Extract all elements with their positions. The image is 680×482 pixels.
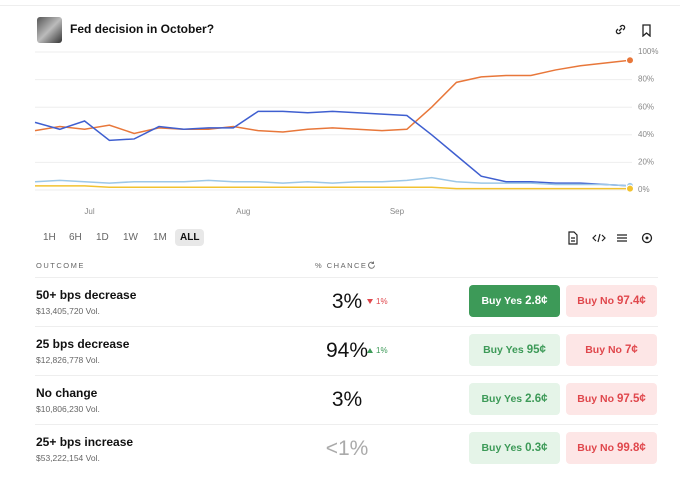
- y-tick-label: 80%: [638, 75, 654, 84]
- series-line: [34, 176, 631, 187]
- tool-icons[interactable]: [566, 231, 656, 245]
- button-price: 0.3¢: [525, 442, 548, 454]
- column-header: OUTCOME: [36, 261, 85, 270]
- row-divider: [35, 424, 658, 425]
- chance: 94%: [325, 339, 369, 362]
- row-divider: [35, 277, 658, 278]
- chart: 0% 20% 40% 60% 80% 100% Jul Aug Sep: [34, 47, 658, 216]
- button-label: Buy No: [585, 344, 622, 356]
- button-label: Buy Yes: [481, 393, 523, 405]
- button-price: 95¢: [526, 344, 546, 356]
- refresh-icon[interactable]: [367, 261, 376, 270]
- x-tick-label: Aug: [236, 207, 250, 216]
- series-line: [35, 185, 630, 190]
- button-price: 2.8¢: [525, 295, 548, 307]
- top-border: [0, 5, 680, 6]
- button-label: Buy No: [577, 295, 614, 307]
- outcome-name: 25+ bps increase: [36, 435, 134, 449]
- button-price: 99.8¢: [616, 442, 646, 454]
- series-line: [34, 59, 631, 135]
- buy-no-button[interactable]: Buy No 7¢: [566, 334, 657, 366]
- buy-yes-button[interactable]: Buy Yes 2.6¢: [469, 383, 560, 415]
- y-tick-label: 20%: [638, 158, 654, 167]
- row-divider: [35, 326, 658, 327]
- change-value: 1%: [376, 297, 388, 306]
- chance: 3%: [331, 388, 363, 411]
- chance: 3%: [331, 290, 363, 313]
- series-line: [34, 110, 631, 187]
- change-value: 1%: [376, 346, 388, 355]
- column-header: % CHANCE: [315, 261, 368, 270]
- volume: $10,806,230 Vol.: [36, 404, 100, 414]
- change: 1%: [367, 346, 388, 355]
- y-tick-label: 100%: [638, 47, 658, 56]
- range-tab[interactable]: 1H: [43, 232, 56, 243]
- change: 1%: [367, 297, 388, 306]
- outcome-name: 25 bps decrease: [36, 337, 130, 351]
- range-tab[interactable]: ALL: [175, 229, 205, 246]
- y-tick-label: 40%: [638, 130, 654, 139]
- x-tick-label: Jul: [84, 207, 94, 216]
- button-price: 97.4¢: [616, 295, 646, 307]
- button-label: Buy No: [577, 442, 614, 454]
- buy-no-button[interactable]: Buy No 97.4¢: [566, 285, 657, 317]
- change-arrow: [367, 348, 373, 353]
- outcome-name: 50+ bps decrease: [36, 288, 137, 302]
- button-price: 7¢: [624, 344, 638, 356]
- y-tick-label: 60%: [638, 102, 654, 111]
- range-tab[interactable]: 1M: [153, 232, 167, 243]
- change-arrow: [367, 299, 373, 304]
- end-dot: [626, 56, 634, 65]
- button-label: Buy Yes: [481, 295, 523, 307]
- range-tab[interactable]: 1W: [123, 232, 138, 243]
- buy-yes-button[interactable]: Buy Yes 95¢: [469, 334, 560, 366]
- buy-yes-button[interactable]: Buy Yes 0.3¢: [469, 432, 560, 464]
- button-price: 2.6¢: [525, 393, 548, 405]
- range-tab[interactable]: 1D: [96, 232, 109, 243]
- volume: $12,826,778 Vol.: [36, 355, 100, 365]
- title: Fed decision in October?: [70, 22, 215, 36]
- range-tab[interactable]: 6H: [69, 232, 82, 243]
- volume: $13,405,720 Vol.: [36, 306, 100, 316]
- x-tick-label: Sep: [390, 207, 405, 216]
- buy-yes-button[interactable]: Buy Yes 2.8¢: [469, 285, 560, 317]
- header-icons[interactable]: [615, 23, 655, 37]
- avatar: [37, 17, 62, 43]
- chance: <1%: [325, 437, 369, 460]
- button-label: Buy Yes: [483, 344, 524, 356]
- button-price: 97.5¢: [616, 393, 646, 405]
- buy-no-button[interactable]: Buy No 99.8¢: [566, 432, 657, 464]
- button-label: Buy No: [577, 393, 614, 405]
- row-divider: [35, 375, 658, 376]
- button-label: Buy Yes: [481, 442, 523, 454]
- outcome-name: No change: [36, 386, 98, 400]
- buy-no-button[interactable]: Buy No 97.5¢: [566, 383, 657, 415]
- end-dot: [626, 184, 634, 193]
- volume: $53,222,154 Vol.: [36, 453, 100, 463]
- y-tick-label: 0%: [638, 185, 650, 194]
